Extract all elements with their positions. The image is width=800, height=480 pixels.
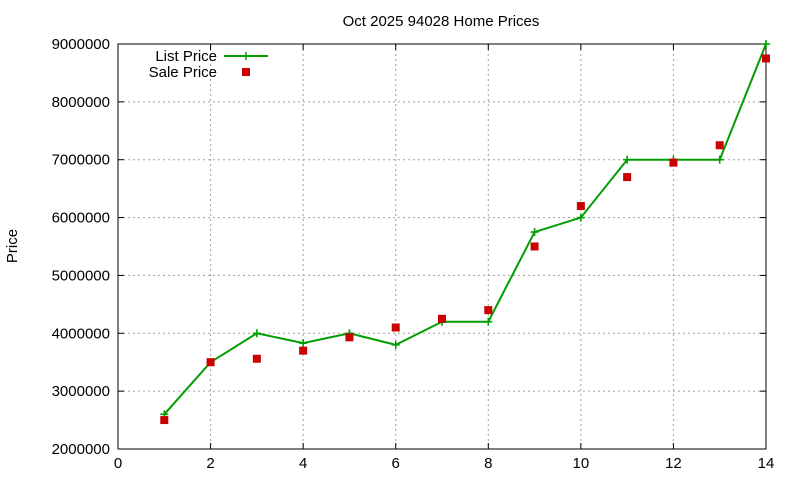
y-tick-label: 4000000 [52, 325, 110, 342]
x-tick-label: 12 [665, 455, 682, 472]
sale-price-point [345, 333, 354, 342]
y-tick-label: 6000000 [52, 210, 110, 227]
y-tick-label: 2000000 [52, 441, 110, 458]
sale-price-point [762, 54, 770, 63]
y-tick-label: 5000000 [52, 267, 110, 284]
x-tick-label: 14 [758, 455, 775, 472]
axis-ticks: 0 2 4 6 8 10 12 14 2000000 3000000 4000000 5000000 6… [52, 36, 775, 472]
list-price-line [163, 43, 767, 415]
legend-marker-list-price [242, 52, 250, 60]
series-1 [160, 54, 770, 425]
x-tick-label: 0 [114, 455, 122, 472]
list-price-point [484, 317, 493, 326]
list-price-point [762, 40, 770, 48]
list-price-point [252, 329, 261, 338]
list-price-point [299, 339, 308, 348]
legend-label-list-price: List Price [155, 48, 217, 65]
x-tick-label: 4 [299, 455, 307, 472]
sale-price-point [438, 314, 446, 323]
sale-price-point [160, 416, 169, 425]
list-price-point [576, 213, 585, 222]
sale-price-point [252, 354, 261, 363]
sale-price-point [299, 346, 308, 355]
sale-price-point [576, 202, 585, 210]
series-0 [160, 40, 770, 419]
sale-price-point [206, 358, 215, 367]
y-tick-label: 8000000 [52, 94, 110, 111]
plot-frame [117, 43, 767, 450]
chart-title: Oct 2025 94028 Home Prices [343, 13, 540, 30]
series [160, 40, 770, 425]
sale-price-point [484, 306, 493, 315]
list-price-point [530, 228, 539, 237]
x-tick-label: 10 [573, 455, 590, 472]
sale-price-point [623, 173, 632, 182]
legend-label-sale-price: Sale Price [149, 64, 217, 81]
y-tick-label: 3000000 [52, 383, 110, 400]
sale-price-point [715, 141, 724, 150]
y-tick-label: 7000000 [52, 152, 110, 169]
x-tick-label: 2 [206, 455, 214, 472]
sale-price-point [669, 158, 678, 167]
grid [118, 44, 766, 449]
x-tick-label: 8 [484, 455, 492, 472]
list-price-point [623, 155, 632, 164]
legend-marker-sale-price [242, 68, 250, 76]
list-price-point [715, 155, 724, 164]
legend: List Price Sale Price [149, 48, 268, 81]
list-price-point [391, 340, 400, 349]
y-axis-label: Price [4, 229, 21, 263]
y-tick-label: 9000000 [52, 36, 110, 53]
sale-price-point [391, 323, 400, 332]
x-tick-label: 6 [392, 455, 400, 472]
sale-price-point [530, 242, 539, 251]
